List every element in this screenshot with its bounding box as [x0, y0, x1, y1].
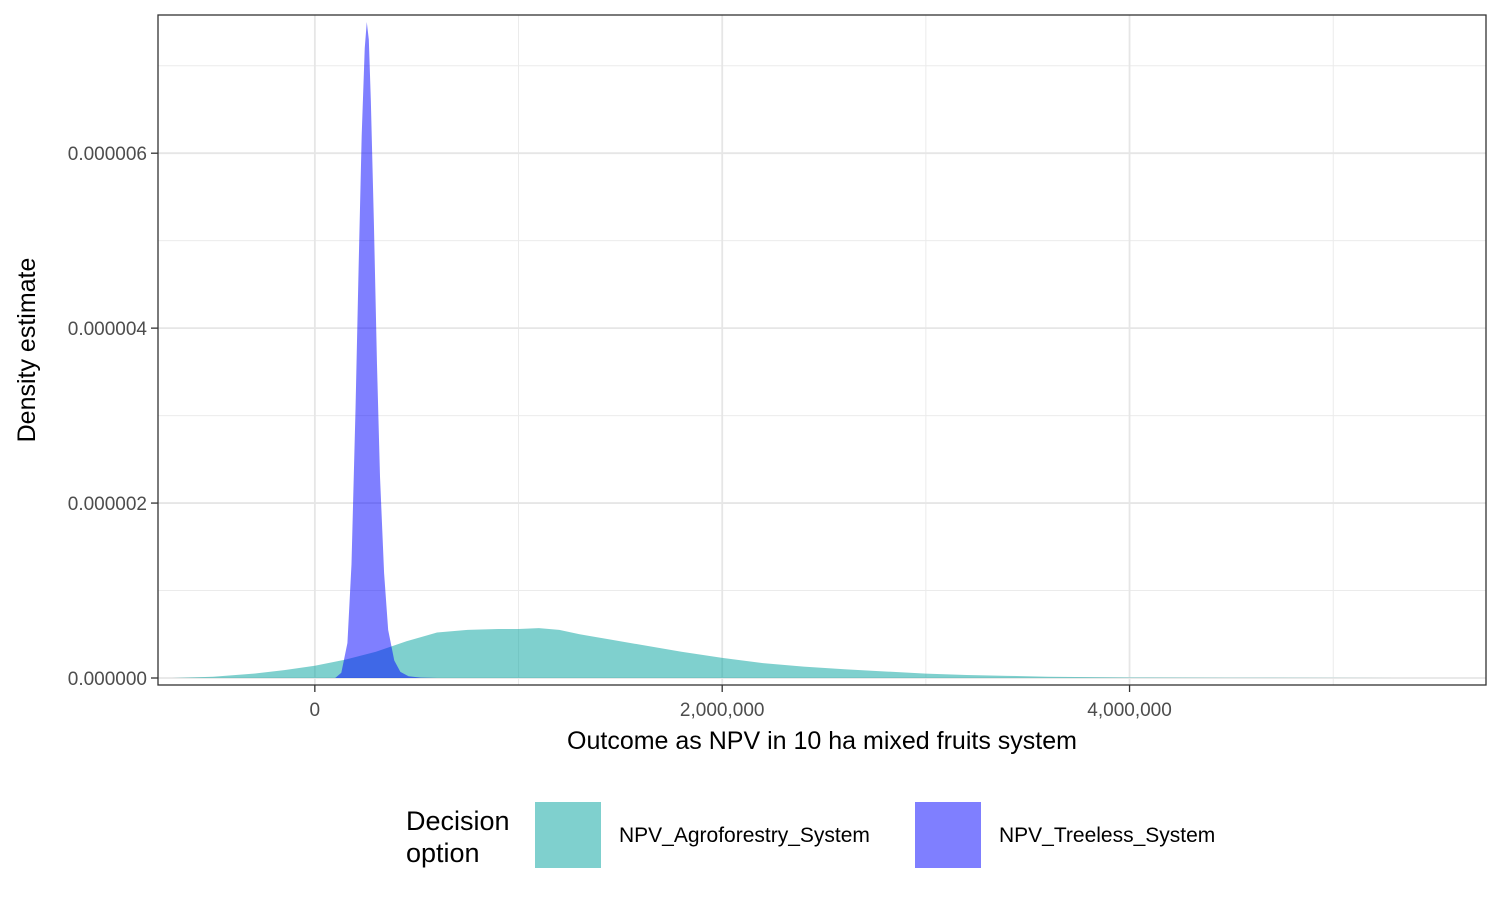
x-tick-label: 2,000,000	[680, 700, 765, 721]
y-axis-title: Density estimate	[13, 258, 41, 443]
legend-key-treeless	[915, 802, 981, 868]
density-areas	[172, 21, 1436, 679]
x-axis-title: Outcome as NPV in 10 ha mixed fruits sys…	[567, 727, 1077, 755]
y-tick-label: 0.000000	[68, 669, 147, 690]
legend-label-agroforestry: NPV_Agroforestry_System	[619, 824, 870, 847]
legend: Decision option NPV_Agroforestry_System …	[406, 802, 1215, 868]
plot-area	[157, 14, 1487, 686]
legend-title-line-2: option	[406, 838, 480, 868]
density-area-npv-agroforestry-system	[172, 628, 1436, 679]
legend-label-treeless: NPV_Treeless_System	[999, 824, 1215, 847]
y-tick-label: 0.000004	[68, 319, 148, 340]
panel-border	[157, 14, 1487, 686]
density-area-npv-treeless-system	[335, 21, 438, 679]
legend-title: Decision option	[406, 806, 517, 868]
x-tick-label: 0	[310, 700, 321, 721]
legend-title-line-1: Decision	[406, 806, 510, 836]
x-axis: 0 2,000,000 4,000,000	[310, 685, 1172, 721]
legend-key-agroforestry	[535, 802, 601, 868]
y-tick-label: 0.000006	[68, 144, 147, 165]
y-axis: 0.000000 0.000002 0.000004 0.000006	[68, 144, 158, 690]
y-tick-label: 0.000002	[68, 494, 147, 515]
x-tick-label: 4,000,000	[1087, 700, 1172, 721]
